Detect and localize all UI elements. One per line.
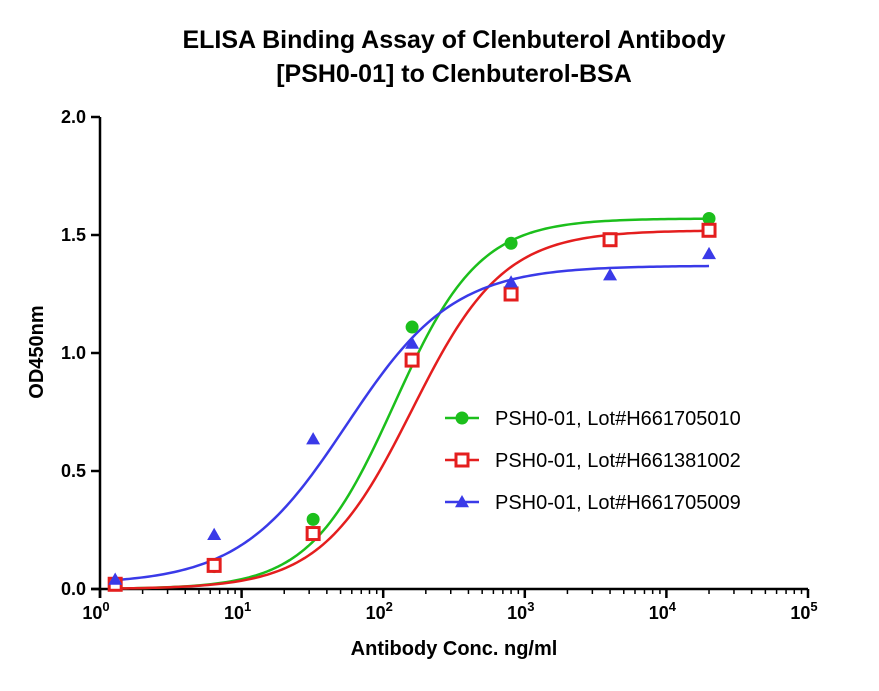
data-point-series-3	[405, 336, 420, 349]
x-tick-label: 100	[82, 599, 109, 623]
data-point-series-2	[404, 352, 420, 368]
legend-label-series-3: PSH0-01, Lot#H661705009	[495, 492, 741, 514]
legend: PSH0-01, Lot#H661705010 PSH0-01, Lot#H661…	[445, 408, 741, 514]
y-tick-label: 0.0	[61, 579, 86, 599]
data-point-series-1	[405, 320, 419, 334]
x-tick-label: 101	[224, 599, 251, 623]
data-point-series-1	[306, 512, 320, 526]
x-tick-label: 104	[649, 599, 677, 623]
legend-marker-series-1	[455, 411, 469, 425]
legend-marker-series-2	[454, 452, 470, 468]
y-axis-label: OD450nm	[26, 305, 48, 398]
fit-curves	[115, 217, 710, 590]
data-point-series-3	[306, 432, 321, 445]
data-point-series-3	[702, 246, 717, 260]
data-point-series-3	[207, 527, 222, 540]
data-point-series-1	[702, 211, 716, 225]
data-point-series-3	[108, 572, 123, 585]
legend-label-series-2: PSH0-01, Lot#H661381002	[495, 450, 741, 472]
chart-title: ELISA Binding Assay of Clenbuterol Antib…	[182, 26, 725, 88]
data-points	[107, 211, 717, 592]
legend-label-series-1: PSH0-01, Lot#H661705010	[495, 408, 741, 430]
data-point-series-1	[504, 236, 518, 250]
x-tick-label: 103	[507, 599, 534, 623]
chart-title-line-1: ELISA Binding Assay of Clenbuterol Antib…	[182, 26, 725, 54]
data-point-series-2	[503, 286, 519, 302]
data-point-series-2	[602, 232, 618, 248]
data-point-series-2	[206, 557, 222, 573]
y-tick-label: 1.5	[61, 225, 86, 245]
x-tick-label: 102	[366, 599, 393, 623]
x-tick-label: 105	[790, 599, 817, 623]
chart-title-line-2: [PSH0-01] to Clenbuterol-BSA	[276, 60, 632, 88]
y-tick-label: 2.0	[61, 107, 86, 127]
data-point-series-2	[305, 526, 321, 542]
data-point-series-2	[701, 222, 717, 238]
data-point-series-3	[603, 268, 618, 281]
y-tick-label: 0.5	[61, 461, 86, 481]
y-tick-label: 1.0	[61, 343, 86, 363]
fit-curve-series-1	[115, 217, 710, 590]
data-point-series-3	[504, 275, 519, 288]
legend-marker-series-3	[455, 495, 469, 508]
x-axis-label: Antibody Conc. ng/ml	[351, 638, 558, 660]
axes: 0.0 0.5 1.0 1.5 2.0 100 101 102 103 104 105	[61, 107, 818, 623]
